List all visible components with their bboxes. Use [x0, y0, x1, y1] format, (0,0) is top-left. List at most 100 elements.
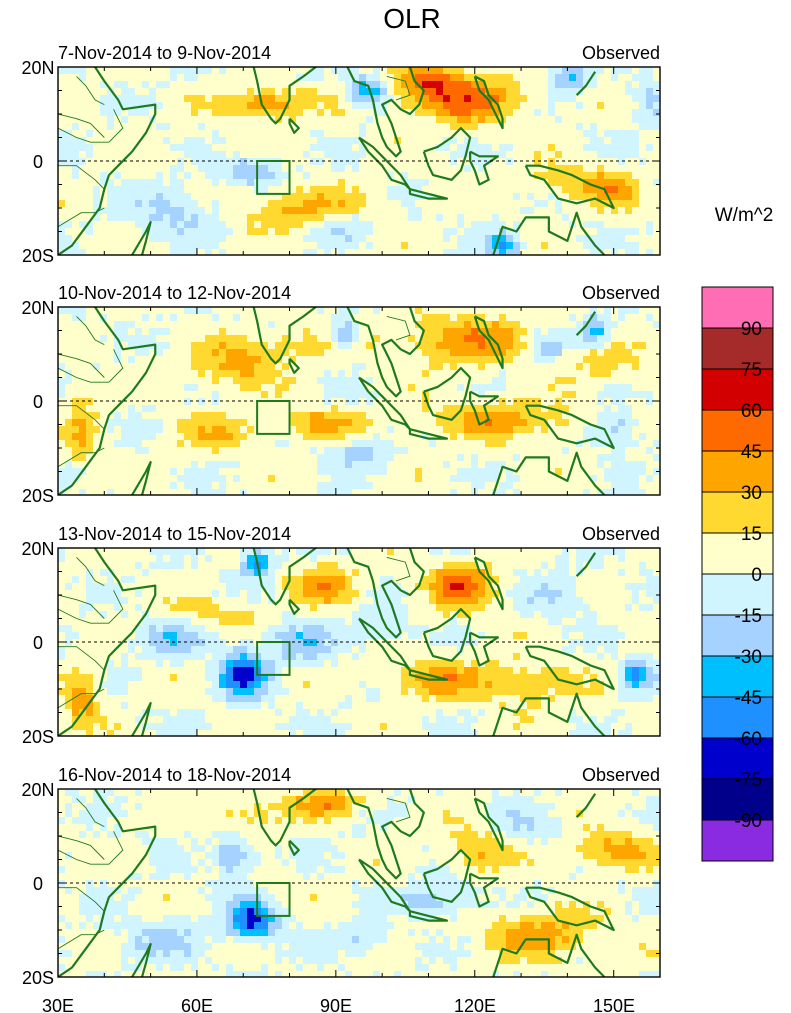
country-border: [58, 349, 124, 383]
olr-cell: [359, 468, 367, 476]
olr-cell: [555, 468, 563, 476]
olr-cell: [443, 454, 451, 462]
olr-cell: [324, 228, 332, 236]
olr-cell: [114, 454, 122, 462]
olr-cell: [72, 468, 80, 476]
olr-cell: [548, 370, 556, 378]
olr-cell: [464, 454, 472, 462]
olr-cell: [646, 370, 654, 378]
olr-cell: [191, 172, 199, 180]
olr-cell: [135, 398, 143, 406]
olr-cell: [163, 349, 171, 357]
olr-cell: [562, 165, 570, 173]
olr-cell: [590, 158, 598, 166]
olr-cell: [499, 349, 507, 357]
olr-cell: [485, 151, 493, 159]
olr-cell: [191, 102, 199, 110]
olr-cell: [506, 433, 514, 441]
olr-cell: [345, 228, 353, 236]
olr-cell: [639, 186, 647, 194]
olr-cell: [303, 363, 311, 371]
olr-cell: [324, 81, 332, 89]
olr-cell: [289, 342, 297, 350]
olr-cell: [590, 321, 598, 329]
olr-cell: [72, 370, 80, 378]
olr-cell: [254, 235, 262, 243]
olr-cell: [121, 335, 129, 343]
olr-cell: [352, 426, 360, 434]
olr-cell: [72, 165, 80, 173]
olr-cell: [191, 321, 199, 329]
olr-cell: [506, 356, 514, 364]
olr-cell: [436, 95, 444, 103]
olr-cell: [534, 221, 542, 229]
olr-cell: [380, 475, 388, 483]
olr-cell: [177, 193, 185, 201]
olr-cell: [401, 242, 409, 250]
olr-cell: [639, 81, 647, 89]
olr-cell: [646, 307, 654, 315]
olr-cell: [639, 235, 647, 243]
olr-cell: [534, 335, 542, 343]
olr-cell: [401, 74, 409, 82]
olr-cell: [373, 207, 381, 215]
olr-cell: [632, 349, 640, 357]
olr-cell: [443, 426, 451, 434]
olr-cell: [632, 391, 640, 399]
olr-cell: [268, 137, 276, 145]
olr-cell: [177, 461, 185, 469]
olr-cell: [163, 314, 171, 322]
olr-cell: [555, 200, 563, 208]
olr-cell: [471, 475, 479, 483]
olr-cell: [415, 370, 423, 378]
olr-cell: [128, 249, 136, 255]
olr-cell: [324, 307, 332, 315]
olr-cell: [639, 548, 647, 556]
olr-cell: [492, 158, 500, 166]
olr-cell: [590, 433, 598, 441]
olr-cell: [576, 363, 584, 371]
olr-cell: [359, 475, 367, 483]
olr-cell: [212, 328, 220, 336]
olr-cell: [72, 384, 80, 392]
olr-cell: [170, 74, 178, 82]
olr-cell: [93, 377, 101, 385]
olr-cell: [240, 555, 248, 563]
olr-cell: [485, 440, 493, 448]
olr-cell: [527, 123, 535, 131]
olr-cell: [275, 200, 283, 208]
olr-cell: [555, 67, 563, 75]
olr-cell: [380, 419, 388, 427]
olr-cell: [422, 95, 430, 103]
olr-cell: [268, 130, 276, 138]
olr-cell: [163, 440, 171, 448]
olr-cell: [296, 88, 304, 96]
olr-cell: [65, 384, 73, 392]
olr-cell: [58, 116, 66, 124]
olr-cell: [415, 116, 423, 124]
olr-cell: [485, 454, 493, 462]
olr-cell: [436, 314, 444, 322]
olr-cell: [338, 555, 346, 563]
olr-cell: [646, 221, 654, 229]
olr-cell: [296, 102, 304, 110]
olr-cell: [191, 377, 199, 385]
olr-cell: [205, 200, 213, 208]
olr-cell: [520, 370, 528, 378]
olr-cell: [590, 419, 598, 427]
olr-cell: [212, 482, 220, 490]
olr-cell: [513, 328, 521, 336]
olr-cell: [422, 179, 430, 187]
olr-cell: [394, 235, 402, 243]
olr-cell: [352, 165, 360, 173]
olr-cell: [541, 433, 549, 441]
olr-cell: [233, 307, 241, 315]
olr-cell: [93, 433, 101, 441]
olr-cell: [429, 186, 437, 194]
olr-cell: [72, 228, 80, 236]
olr-cell: [345, 137, 353, 145]
olr-cell: [149, 454, 157, 462]
olr-cell: [387, 377, 395, 385]
olr-cell: [296, 95, 304, 103]
olr-cell: [233, 242, 241, 250]
